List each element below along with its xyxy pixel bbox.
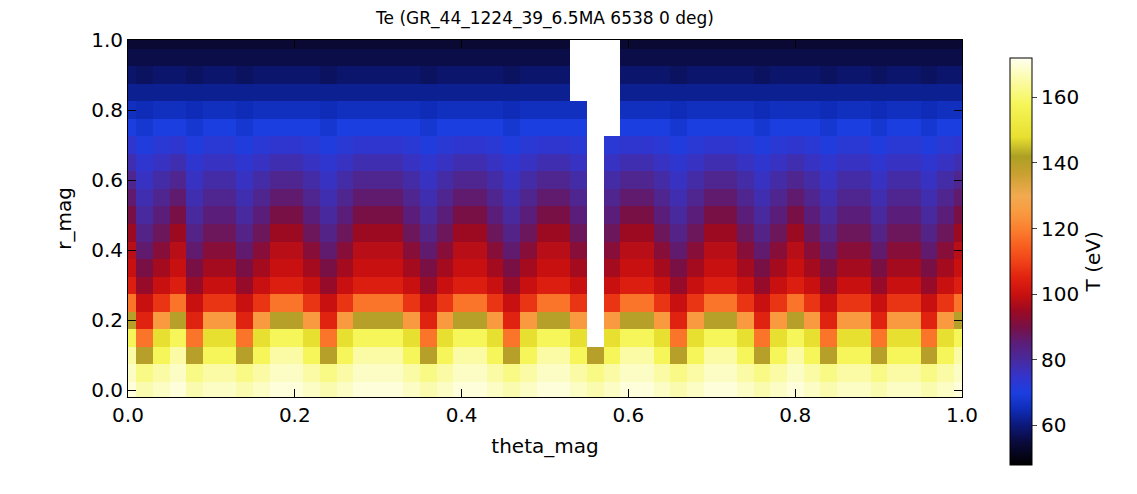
svg-text:0.6: 0.6 bbox=[91, 168, 123, 192]
svg-text:1.0: 1.0 bbox=[946, 403, 978, 427]
svg-text:0.6: 0.6 bbox=[612, 403, 644, 427]
svg-text:0.8: 0.8 bbox=[779, 403, 811, 427]
svg-text:0.8: 0.8 bbox=[91, 98, 123, 122]
svg-text:80: 80 bbox=[1041, 348, 1066, 372]
svg-text:140: 140 bbox=[1041, 151, 1079, 175]
svg-text:0.2: 0.2 bbox=[91, 308, 123, 332]
svg-text:0.0: 0.0 bbox=[112, 403, 144, 427]
svg-text:0.4: 0.4 bbox=[91, 238, 123, 262]
svg-text:0.2: 0.2 bbox=[279, 403, 311, 427]
svg-text:120: 120 bbox=[1041, 217, 1079, 241]
svg-text:0.4: 0.4 bbox=[446, 403, 478, 427]
svg-text:160: 160 bbox=[1041, 85, 1079, 109]
svg-text:1.0: 1.0 bbox=[91, 28, 123, 52]
svg-text:Te (GR_44_1224_39_6.5MA 6538 0: Te (GR_44_1224_39_6.5MA 6538 0 deg) bbox=[375, 8, 714, 29]
svg-text:T (eV): T (eV) bbox=[1081, 231, 1105, 292]
svg-text:60: 60 bbox=[1041, 413, 1066, 437]
svg-text:r_mag: r_mag bbox=[52, 187, 76, 250]
svg-text:theta_mag: theta_mag bbox=[491, 434, 598, 458]
svg-text:0.0: 0.0 bbox=[91, 378, 123, 402]
svg-text:100: 100 bbox=[1041, 282, 1079, 306]
